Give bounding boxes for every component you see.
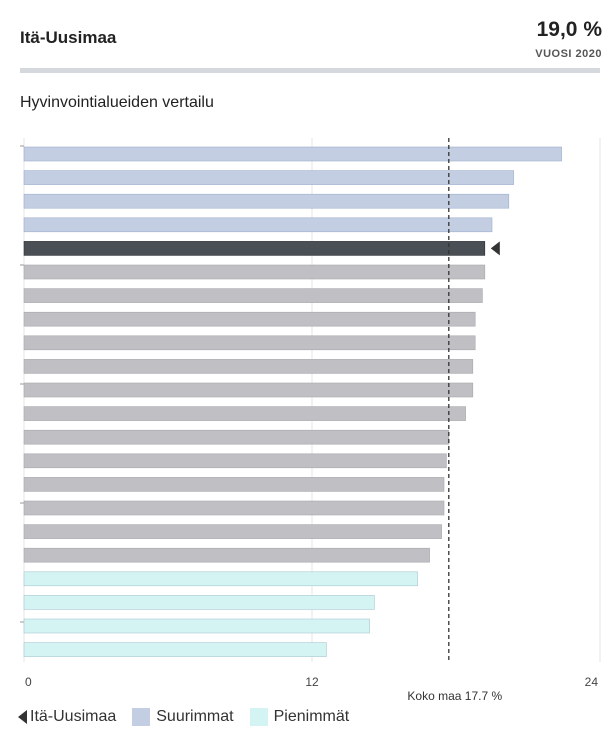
bar bbox=[23, 382, 474, 398]
bar bbox=[23, 217, 493, 233]
bar bbox=[23, 453, 447, 469]
comparison-bar-chart: 0 12 24 Koko maa 17.7 % bbox=[20, 138, 601, 703]
legend-item-selected[interactable]: Itä-Uusimaa bbox=[18, 708, 116, 726]
bar bbox=[23, 595, 375, 610]
legend-label-selected: Itä-Uusimaa bbox=[30, 708, 117, 725]
legend-swatch-smallest bbox=[249, 708, 268, 726]
bar bbox=[23, 146, 562, 162]
header-divider bbox=[20, 68, 600, 73]
bar bbox=[23, 477, 445, 492]
legend-label-smallest: Pienimmät bbox=[273, 708, 350, 725]
bar bbox=[23, 264, 486, 280]
bar bbox=[23, 618, 370, 634]
bar bbox=[23, 241, 486, 256]
legend-item-smallest[interactable]: Pienimmät bbox=[249, 708, 350, 726]
reference-label: Koko maa 17.7 % bbox=[407, 689, 502, 703]
bar bbox=[23, 500, 445, 516]
bar bbox=[23, 193, 510, 209]
chart-title: Hyvinvointialueiden vertailu bbox=[20, 94, 214, 111]
x-tick-label: 24 bbox=[585, 675, 599, 689]
bar bbox=[23, 642, 327, 657]
bar bbox=[23, 311, 476, 327]
selected-marker-icon bbox=[490, 241, 500, 256]
legend-swatch-largest bbox=[132, 708, 151, 726]
x-tick-label: 0 bbox=[25, 675, 32, 689]
indicator-value: 19,0 % bbox=[536, 18, 602, 41]
bar bbox=[23, 288, 483, 303]
bar bbox=[23, 335, 476, 351]
x-tick-label: 12 bbox=[305, 675, 319, 689]
chart-legend: Itä-Uusimaa Suurimmat Pienimmät bbox=[18, 706, 365, 728]
bar bbox=[23, 170, 514, 185]
bar bbox=[23, 406, 466, 421]
bar bbox=[23, 547, 430, 563]
region-title: Itä-Uusimaa bbox=[20, 28, 117, 47]
bar bbox=[23, 429, 450, 445]
bar bbox=[23, 359, 474, 374]
bar bbox=[23, 571, 418, 587]
region-header: Itä-Uusimaa 19,0 % VUOSI 2020 bbox=[20, 14, 602, 64]
legend-label-largest: Suurimmat bbox=[156, 708, 234, 725]
bar bbox=[23, 524, 442, 539]
legend-item-largest[interactable]: Suurimmat bbox=[132, 708, 234, 726]
triangle-left-icon bbox=[18, 710, 27, 724]
year-label: VUOSI 2020 bbox=[535, 48, 602, 60]
